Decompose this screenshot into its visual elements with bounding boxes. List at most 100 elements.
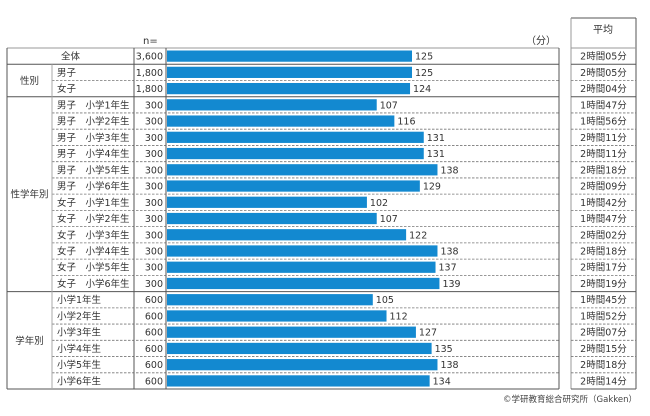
bar [167,115,395,127]
bar [167,261,436,273]
sample-size: 600 [145,311,163,322]
bar [167,147,424,160]
sample-size: 3,600 [136,52,163,63]
bar-value-label: 127 [419,328,437,339]
bar [167,359,438,371]
sample-size: 300 [145,279,163,290]
average-time: 2時間04分 [580,84,627,95]
average-time: 2時間18分 [580,165,627,176]
sample-size: 300 [145,165,163,176]
bar [167,164,438,176]
bar-value-label: 135 [435,344,453,355]
average-column-header: 平均 [593,24,613,36]
bar-value-label: 122 [409,230,427,241]
bar-value-label: 131 [427,149,445,160]
average-time: 2時間05分 [580,68,627,79]
bar-value-label: 105 [376,295,394,306]
row-label: 小学1年生 [57,294,102,306]
row-label: 女子 小学3年生 [57,229,130,241]
bar [167,131,424,143]
average-time: 2時間11分 [580,149,627,160]
bar-value-label: 129 [423,182,441,193]
bar-value-label: 131 [427,133,445,144]
row-label: 小学4年生 [57,343,102,355]
bar-value-label: 102 [370,198,388,209]
sample-size: 300 [145,230,163,241]
bar [167,229,407,241]
sample-size: 1,800 [136,84,163,95]
row-label: 男子 小学5年生 [57,164,130,176]
bar-value-label: 112 [390,311,408,322]
average-time: 2時間09分 [580,182,627,193]
bar [167,180,420,192]
bar-value-label: 138 [440,247,458,258]
bar [167,294,373,306]
sample-size: 300 [145,247,163,258]
row-label: 女子 小学1年生 [57,197,130,209]
average-time: 2時間18分 [580,360,627,371]
bar-value-label: 125 [415,52,433,63]
average-time: 1時間42分 [580,198,627,209]
row-label: 男子 小学1年生 [57,99,130,111]
bar [167,310,387,322]
sample-size: 600 [145,376,163,387]
row-label: 全体 [61,51,81,63]
n-header-label: n= [143,36,158,47]
bar [167,342,432,355]
average-time: 2時間18分 [580,247,627,258]
average-time: 2時間15分 [580,344,627,355]
average-time: 2時間05分 [580,52,627,63]
row-label: 女子 小学2年生 [57,213,130,225]
row-label: 男子 [57,68,77,79]
row-label: 小学5年生 [57,359,102,371]
average-time: 2時間02分 [580,230,627,241]
row-label: 小学3年生 [57,327,102,339]
bar-value-label: 124 [413,84,431,95]
sample-size: 300 [145,263,163,274]
sample-size: 300 [145,214,163,225]
sample-size: 600 [145,295,163,306]
row-label: 男子 小学4年生 [57,148,130,160]
bar [167,66,412,78]
row-label: 女子 小学4年生 [57,246,130,258]
bar-value-label: 138 [440,165,458,176]
sample-size: 300 [145,182,163,193]
bar-value-label: 107 [380,214,398,225]
sample-size: 600 [145,328,163,339]
average-time: 1時間52分 [580,311,627,322]
average-time: 2時間17分 [580,263,627,274]
group-label: 学年別 [15,335,44,347]
row-label: 男子 小学3年生 [57,132,130,144]
average-time: 1時間56分 [580,117,627,128]
row-label: 男子 小学6年生 [57,181,130,193]
bar-value-label: 107 [380,100,398,111]
bar [167,82,411,95]
bar-value-label: 137 [439,263,457,274]
unit-label: （分） [526,35,556,47]
average-time: 1時間47分 [580,100,627,111]
bar [167,245,438,257]
row-label: 小学2年生 [57,310,102,322]
sample-size: 300 [145,149,163,160]
sample-size: 600 [145,344,163,355]
sample-size: 600 [145,360,163,371]
bar-value-label: 125 [415,68,433,79]
bar [167,212,377,225]
average-time: 2時間07分 [580,328,627,339]
row-label: 女子 小学5年生 [57,262,130,274]
sample-size: 300 [145,133,163,144]
copyright-credit: ©学研教育総合研究所（Gakken） [503,394,637,405]
row-label: 女子 [57,83,77,95]
bar-value-label: 139 [442,279,460,290]
average-time: 2時間11分 [580,133,627,144]
bar [167,375,430,387]
group-label: 性別 [20,75,39,87]
average-time: 1時間47分 [580,214,627,225]
sample-size: 1,800 [136,68,163,79]
bar [167,99,377,111]
bar [167,196,367,208]
average-time: 2時間14分 [580,376,627,387]
row-label: 小学6年生 [57,375,102,387]
